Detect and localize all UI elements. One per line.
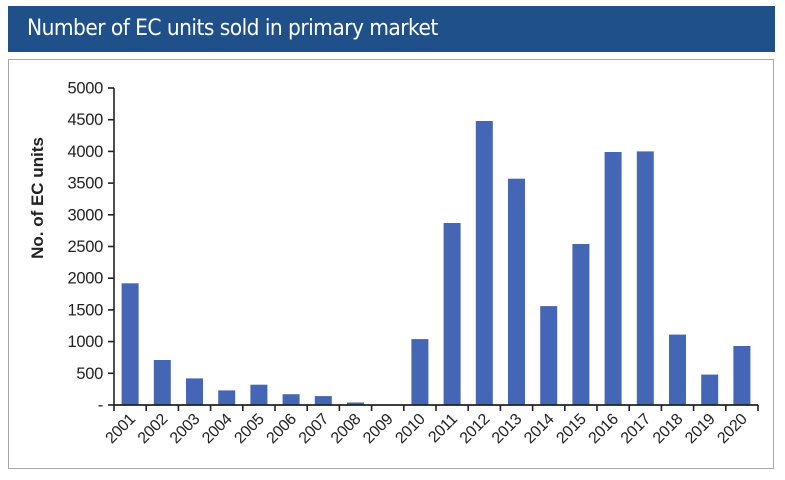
bar-2014 bbox=[540, 306, 558, 405]
x-tick-label: 2004 bbox=[199, 411, 236, 448]
bar-2016 bbox=[604, 152, 622, 405]
y-tick-label: - bbox=[98, 397, 103, 415]
x-tick-label: 2009 bbox=[360, 411, 397, 448]
x-axis: 2001200220032004200520062007200820092010… bbox=[103, 404, 759, 448]
x-tick-label: 2010 bbox=[392, 411, 429, 448]
bar-2005 bbox=[250, 384, 268, 405]
bar-2018 bbox=[669, 334, 686, 405]
x-tick-label: 2018 bbox=[650, 411, 687, 448]
x-tick-label: 2007 bbox=[296, 411, 333, 448]
y-tick-label: 4500 bbox=[67, 111, 103, 129]
y-tick-label: 4000 bbox=[67, 143, 103, 161]
x-tick-label: 2013 bbox=[489, 411, 526, 448]
bar-2002 bbox=[153, 360, 171, 405]
bar-2013 bbox=[508, 178, 525, 405]
bar-2017 bbox=[636, 151, 654, 405]
bars bbox=[121, 121, 751, 405]
y-tick-label: 3000 bbox=[67, 206, 103, 224]
y-tick-label: 2000 bbox=[67, 270, 103, 288]
x-tick-label: 2002 bbox=[135, 411, 172, 448]
bar-2020 bbox=[733, 346, 751, 405]
x-tick-label: 2012 bbox=[457, 411, 494, 448]
y-tick-label: 500 bbox=[76, 365, 103, 383]
chart-header: Number of EC units sold in primary marke… bbox=[8, 6, 775, 52]
x-tick-label: 2016 bbox=[586, 411, 623, 448]
bar-2004 bbox=[218, 390, 236, 405]
bar-2012 bbox=[475, 121, 493, 405]
bar-2008 bbox=[347, 402, 364, 405]
x-tick-label: 2008 bbox=[328, 411, 365, 448]
x-tick-label: 2003 bbox=[167, 411, 204, 448]
y-axis-title: No. of EC units bbox=[28, 137, 47, 259]
x-tick-label: 2017 bbox=[618, 411, 655, 448]
y-tick-label: 1500 bbox=[67, 301, 103, 319]
x-tick-label: 2005 bbox=[231, 411, 268, 448]
y-tick-label: 5000 bbox=[67, 80, 103, 98]
bar-2015 bbox=[572, 244, 590, 405]
bar-2003 bbox=[186, 378, 203, 405]
x-tick-label: 2015 bbox=[553, 411, 590, 448]
y-tick-label: 1000 bbox=[67, 333, 103, 351]
x-tick-label: 2014 bbox=[521, 411, 558, 448]
y-axis: - 500 1000 1500 2000 2500 3000 3500 4000 4500 5000 bbox=[67, 80, 115, 415]
x-tick-label: 2020 bbox=[714, 411, 751, 448]
x-tick-label: 2011 bbox=[425, 411, 461, 447]
bar-2019 bbox=[701, 374, 719, 405]
bar-2011 bbox=[443, 223, 461, 405]
bar-2007 bbox=[314, 396, 332, 405]
bar-2001 bbox=[121, 283, 139, 405]
y-tick-label: 2500 bbox=[67, 238, 103, 256]
y-axis-label: No. of EC units bbox=[28, 137, 47, 259]
x-tick-label: 2019 bbox=[682, 411, 719, 448]
x-tick-label: 2006 bbox=[264, 411, 301, 448]
chart-title: Number of EC units sold in primary marke… bbox=[27, 16, 438, 41]
bar-2006 bbox=[282, 394, 300, 405]
x-tick-label: 2001 bbox=[103, 411, 140, 448]
y-tick-label: 3500 bbox=[67, 175, 103, 193]
bar-2010 bbox=[411, 339, 429, 405]
